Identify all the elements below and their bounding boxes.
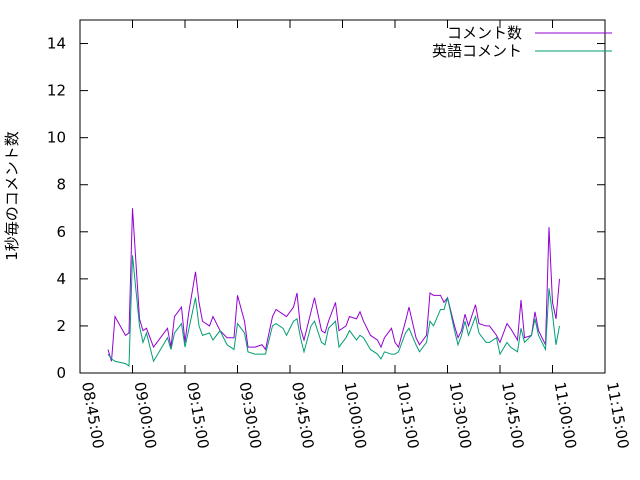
y-tick-label: 4 (56, 270, 66, 288)
plot-border (79, 19, 606, 374)
x-tick-label: 11:00:00 (551, 381, 580, 450)
x-tick-label: 10:30:00 (446, 381, 475, 450)
x-tick-label: 09:00:00 (131, 381, 160, 450)
series-line (107, 255, 560, 367)
x-tick-label: 10:15:00 (393, 381, 422, 450)
y-tick-label: 12 (47, 82, 66, 100)
x-tick-label: 11:15:00 (603, 381, 632, 450)
series-line (107, 208, 560, 362)
x-tick-label: 09:45:00 (288, 381, 317, 450)
y-tick-label: 0 (56, 364, 66, 382)
x-tick-label: 08:45:00 (78, 381, 107, 450)
x-tick-label: 10:00:00 (341, 381, 370, 450)
x-tick-label: 09:30:00 (236, 381, 265, 450)
legend-label: コメント数 (447, 24, 522, 42)
x-tick-label: 10:45:00 (498, 381, 527, 450)
y-tick-label: 8 (56, 176, 66, 194)
legend-label: 英語コメント (432, 42, 522, 60)
y-axis-label: 1秒毎のコメント数 (3, 131, 21, 261)
y-tick-label: 14 (47, 35, 66, 53)
y-tick-label: 2 (56, 317, 66, 335)
x-tick-label: 09:15:00 (183, 381, 212, 450)
y-tick-label: 10 (47, 129, 66, 147)
y-tick-label: 6 (56, 223, 66, 241)
